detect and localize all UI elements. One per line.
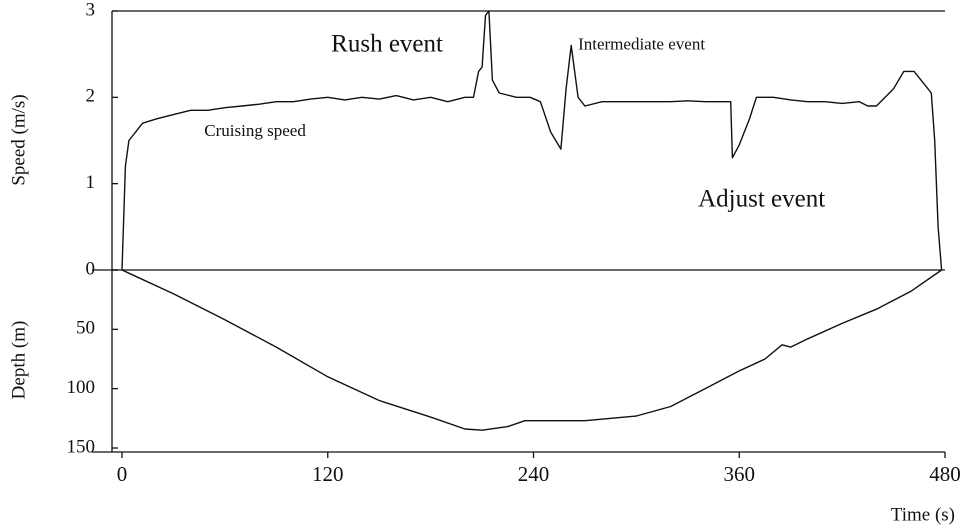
y-tick-label: 3: [86, 0, 96, 20]
x-tick-label: 0: [117, 462, 128, 486]
y-tick-label: 2: [86, 86, 96, 107]
annotation: Adjust event: [698, 186, 825, 213]
y-axis-title: Depth (m): [8, 321, 29, 400]
data-line: [121, 269, 942, 431]
y-tick-label: 100: [67, 377, 96, 398]
x-tick-label: 360: [724, 462, 756, 486]
annotation: Intermediate event: [578, 34, 705, 53]
x-tick-label: 240: [518, 462, 550, 486]
annotation: Cruising speed: [204, 121, 306, 140]
x-tick-label: 120: [312, 462, 344, 486]
y-tick-label: 1: [86, 172, 96, 193]
y-axis-title: Speed (m/s): [8, 94, 29, 185]
data-line: [121, 10, 943, 271]
x-tick-label: 480: [929, 462, 961, 486]
y-tick-label: 50: [76, 318, 95, 339]
y-tick-label: 150: [67, 436, 96, 457]
annotation: Rush event: [331, 30, 443, 57]
y-tick-label: 0: [86, 258, 96, 279]
x-axis-title: Time (s): [891, 504, 955, 525]
